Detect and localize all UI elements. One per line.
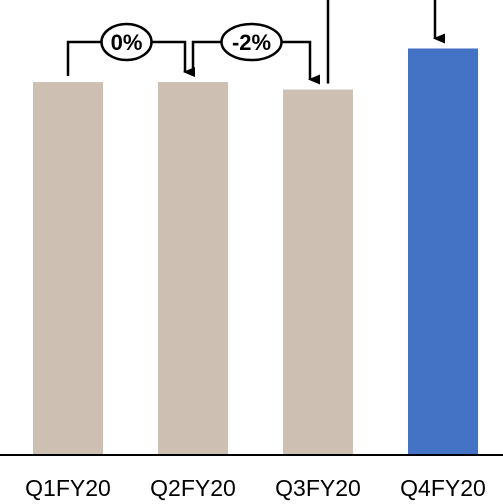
change-connector	[326, 0, 445, 84]
connectors-layer: 0%-2%+11%	[66, 0, 445, 85]
bars-layer	[33, 48, 478, 456]
bar-q3fy20	[283, 89, 353, 456]
change-label: 0%	[111, 30, 143, 55]
change-badge	[100, 22, 153, 62]
x-tick-label: Q1FY20	[25, 475, 111, 501]
x-tick-label: Q4FY20	[400, 475, 486, 501]
bar-q4fy20	[408, 48, 478, 455]
change-badge	[220, 22, 283, 62]
x-axis-labels: Q1FY20 Q2FY20 Q3FY20 Q4FY20	[25, 475, 486, 501]
bar-q2fy20	[158, 82, 228, 455]
x-tick-label: Q2FY20	[150, 475, 236, 501]
change-label: -2%	[232, 30, 271, 55]
bar-q1fy20	[33, 82, 103, 455]
x-tick-label: Q3FY20	[275, 475, 361, 501]
